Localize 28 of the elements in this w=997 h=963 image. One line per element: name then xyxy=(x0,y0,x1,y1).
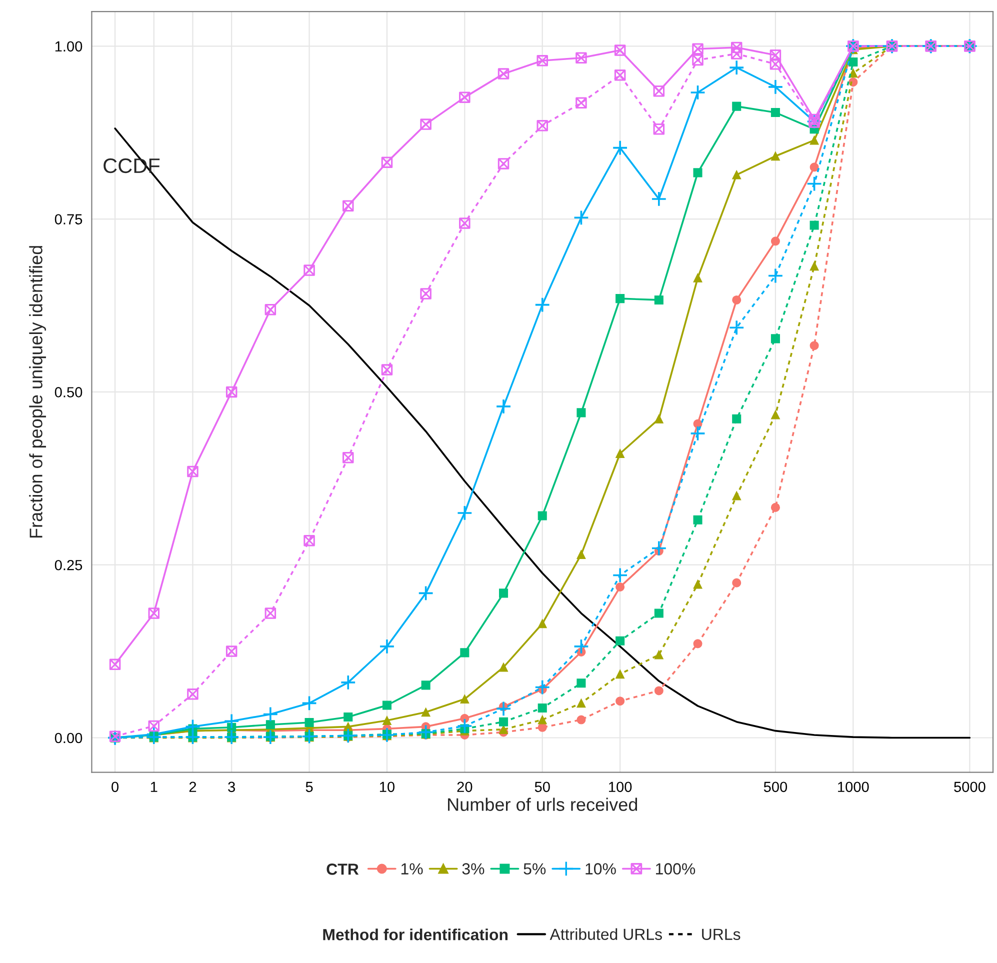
x-tick-label: 1000 xyxy=(838,782,869,792)
x-tick-label: 3 xyxy=(228,782,235,792)
x-tick-label: 10 xyxy=(380,782,395,792)
x-tick-label: 1 xyxy=(150,782,158,792)
x-tick-label: 50 xyxy=(534,782,550,792)
text: Attributed URLs xyxy=(550,928,662,940)
x-axis-title: Number of urls received xyxy=(448,798,638,811)
legend-label: 10% xyxy=(586,863,616,874)
x-tick-label: 2 xyxy=(189,782,196,792)
x-tick-label: 5 xyxy=(306,782,313,792)
y-tick-label: 1.00 xyxy=(55,41,82,52)
legend-label: 100% xyxy=(656,863,696,874)
legend-label: 1% xyxy=(401,863,423,874)
y-tick-label: 0.50 xyxy=(54,387,82,398)
y-tick-label: 0.75 xyxy=(54,214,82,224)
x-tick-label: 500 xyxy=(764,782,788,792)
y-tick-label: 0.25 xyxy=(54,560,82,570)
y-axis-title: Fraction of people uniquely identified xyxy=(29,246,46,538)
legend-label: 5% xyxy=(524,863,546,874)
x-tick-label: 20 xyxy=(457,782,472,792)
x-tick-label: 0 xyxy=(112,782,119,792)
text: CTR xyxy=(326,864,359,875)
text: Method for identification xyxy=(323,928,508,940)
x-tick-label: 5000 xyxy=(954,782,986,792)
text: URLs xyxy=(702,928,740,940)
legend-label: 3% xyxy=(462,863,484,874)
x-tick-label: 100 xyxy=(609,782,632,792)
y-tick-label: 0.00 xyxy=(54,732,82,744)
